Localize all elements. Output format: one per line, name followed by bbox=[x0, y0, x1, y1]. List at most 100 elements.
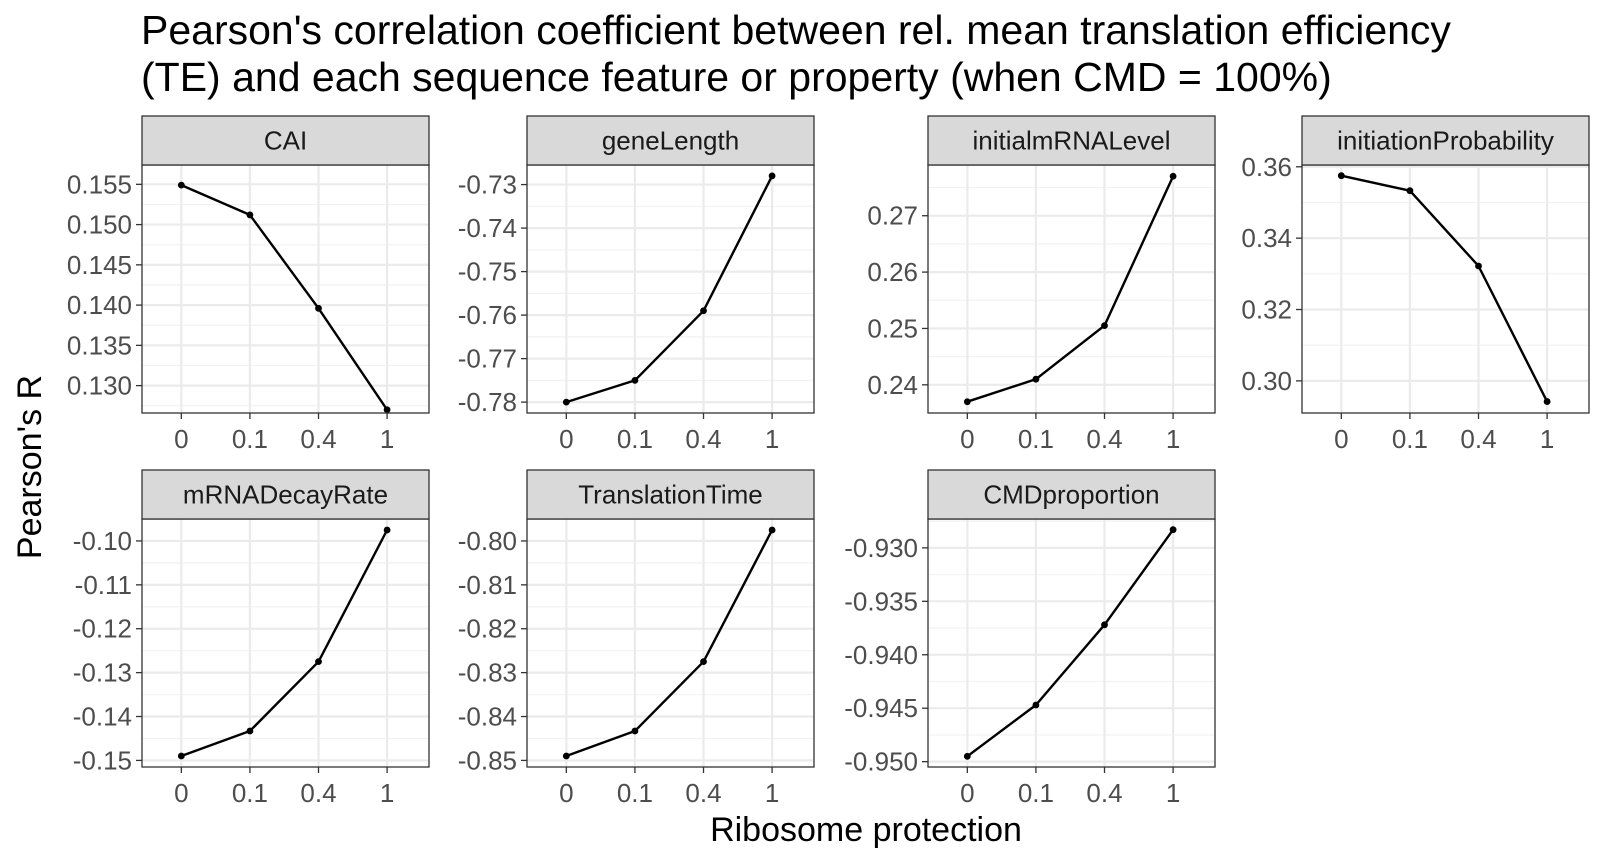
data-point-m-rna-decay-rate bbox=[177, 752, 185, 760]
y-axis-title: Pearson's R bbox=[11, 375, 49, 559]
data-point-cai bbox=[246, 211, 254, 219]
data-point-gene-length bbox=[631, 376, 639, 384]
series-line-initiation-probability bbox=[1341, 174, 1549, 403]
data-point-cm-dproportion bbox=[1101, 621, 1108, 629]
facet-panel-initiation-probability: initiationProbability 0.36 0.34 0.32 0.30 0 0.… bbox=[1241, 115, 1590, 454]
facet-strip bbox=[526, 469, 815, 520]
facet-strip-label: initialmRNALevel bbox=[973, 126, 1171, 156]
data-point-m-rna-decay-rate bbox=[315, 658, 322, 666]
y-tick-label: 0.26 bbox=[867, 257, 918, 287]
y-tick-label: -0.80 bbox=[458, 526, 517, 556]
y-tick-label: -0.77 bbox=[458, 344, 517, 374]
x-tick-label: 1 bbox=[1166, 424, 1180, 454]
y-tick-label: 0.34 bbox=[1241, 223, 1292, 253]
panel-background bbox=[142, 519, 429, 767]
y-tick-label: -0.935 bbox=[844, 586, 918, 616]
data-point-cm-dproportion bbox=[1032, 701, 1040, 709]
x-tick-label: 1 bbox=[380, 778, 394, 808]
panel-background bbox=[928, 519, 1215, 767]
facet-strip-label: TranslationTime bbox=[578, 480, 762, 510]
y-tick-label: -0.83 bbox=[458, 658, 517, 688]
x-tick-label: 0.4 bbox=[300, 778, 336, 808]
y-tick-label: -0.940 bbox=[844, 640, 918, 670]
y-tick-label: -0.78 bbox=[458, 387, 517, 417]
x-tick-label: 0 bbox=[559, 424, 573, 454]
data-point-m-rna-decay-rate bbox=[246, 727, 254, 735]
series-line-initialm-rna-level bbox=[966, 175, 1175, 403]
y-tick-label: -0.84 bbox=[458, 702, 517, 732]
y-tick-label: 0.27 bbox=[867, 201, 918, 231]
y-tick-label: -0.14 bbox=[73, 702, 132, 732]
data-point-initiation-probability bbox=[1543, 398, 1551, 405]
facet-panel-m-rna-decay-rate: mRNADecayRate -0.10 -0.11 -0.12 -0.13 -0.14 -0… bbox=[73, 469, 430, 808]
facet-panel-cai: CAI 0.155 0.150 0.145 0.140 0.135 0.130 0 0.1 0.4… bbox=[67, 115, 430, 454]
data-point-initiation-probability bbox=[1406, 187, 1414, 195]
x-tick-label: 0.1 bbox=[1018, 424, 1054, 454]
facet-strip-label: CMDproportion bbox=[983, 480, 1159, 510]
panel-background bbox=[142, 165, 429, 413]
facet-panels: CAI 0.155 0.150 0.145 0.140 0.135 0.130 0 0.1 0.4… bbox=[67, 115, 1590, 808]
x-tick-label: 1 bbox=[765, 424, 779, 454]
data-point-cai bbox=[177, 181, 185, 189]
y-tick-label: -0.73 bbox=[458, 170, 517, 200]
x-tick-label: 0 bbox=[1334, 424, 1348, 454]
y-tick-label: -0.81 bbox=[458, 570, 517, 600]
y-tick-label: 0.36 bbox=[1241, 152, 1292, 182]
x-tick-label: 0.1 bbox=[232, 424, 268, 454]
facet-strip bbox=[141, 115, 430, 166]
y-tick-label: 0.130 bbox=[67, 371, 132, 401]
y-tick-label: 0.150 bbox=[67, 210, 132, 240]
data-point-cm-dproportion bbox=[1169, 526, 1177, 534]
x-tick-label: 0 bbox=[960, 778, 974, 808]
x-tick-label: 0 bbox=[174, 778, 188, 808]
y-tick-label: -0.15 bbox=[73, 745, 132, 775]
facet-strip bbox=[927, 115, 1216, 166]
y-tick-label: -0.945 bbox=[844, 693, 918, 723]
x-tick-label: 0.4 bbox=[1460, 424, 1496, 454]
data-point-translation-time bbox=[768, 526, 776, 534]
y-tick-label: 0.145 bbox=[67, 250, 132, 280]
facet-panel-translation-time: TranslationTime -0.80 -0.81 -0.82 -0.83 -0.84… bbox=[458, 469, 815, 808]
y-tick-label: 0.24 bbox=[867, 370, 918, 400]
x-tick-label: 0 bbox=[174, 424, 188, 454]
x-tick-label: 1 bbox=[1540, 424, 1554, 454]
x-tick-label: 0.4 bbox=[300, 424, 336, 454]
x-tick-label: 1 bbox=[1166, 778, 1180, 808]
x-tick-label: 0.4 bbox=[685, 778, 721, 808]
data-point-m-rna-decay-rate bbox=[383, 526, 391, 534]
x-tick-label: 0.1 bbox=[617, 778, 653, 808]
y-tick-label: -0.13 bbox=[73, 658, 132, 688]
series-line-cm-dproportion bbox=[966, 528, 1175, 758]
x-tick-label: 0.1 bbox=[1018, 778, 1054, 808]
x-tick-label: 0.1 bbox=[1392, 424, 1428, 454]
facet-strip bbox=[1301, 115, 1590, 166]
chart-title-line-1: Pearson's correlation coefficient betwee… bbox=[141, 7, 1451, 53]
x-tick-label: 0.1 bbox=[617, 424, 653, 454]
y-tick-label: 0.155 bbox=[67, 169, 132, 199]
x-tick-label: 0 bbox=[559, 778, 573, 808]
x-tick-label: 1 bbox=[380, 424, 394, 454]
series-line-cai bbox=[180, 183, 389, 411]
x-tick-label: 0.4 bbox=[1086, 778, 1122, 808]
x-tick-label: 0 bbox=[960, 424, 974, 454]
y-tick-label: -0.950 bbox=[844, 747, 918, 777]
facet-strip bbox=[927, 469, 1216, 520]
y-tick-label: -0.11 bbox=[75, 570, 132, 600]
data-point-translation-time bbox=[700, 658, 707, 666]
data-point-cai bbox=[383, 406, 391, 414]
y-tick-label: 0.30 bbox=[1241, 366, 1292, 396]
data-point-cai bbox=[315, 304, 322, 312]
data-point-cm-dproportion bbox=[963, 752, 971, 760]
facet-panel-initialm-rna-level: initialmRNALevel 0.27 0.26 0.25 0.24 0 0.1 0.4 1 bbox=[867, 115, 1216, 454]
data-point-initialm-rna-level bbox=[1032, 375, 1040, 383]
y-tick-label: -0.75 bbox=[458, 257, 517, 287]
chart-title-line-2: (TE) and each sequence feature or proper… bbox=[141, 54, 1332, 100]
data-point-initialm-rna-level bbox=[1169, 172, 1177, 180]
series-line-m-rna-decay-rate bbox=[180, 529, 389, 758]
facet-strip-label: CAI bbox=[264, 126, 307, 156]
x-axis-title: Ribosome protection bbox=[710, 811, 1022, 849]
x-tick-label: 0.4 bbox=[1086, 424, 1122, 454]
facet-strip bbox=[526, 115, 815, 166]
y-tick-label: 0.25 bbox=[867, 313, 918, 343]
